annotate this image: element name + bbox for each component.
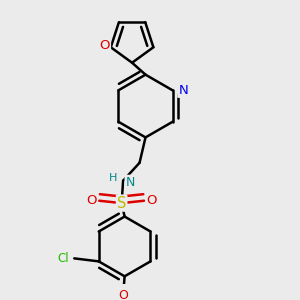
Text: Cl: Cl <box>57 252 69 265</box>
Text: N: N <box>178 84 188 97</box>
Text: O: O <box>100 39 110 52</box>
Text: O: O <box>118 289 128 300</box>
Text: S: S <box>117 196 126 211</box>
Text: N: N <box>125 176 135 189</box>
Text: O: O <box>86 194 97 207</box>
Text: O: O <box>146 194 157 207</box>
Text: H: H <box>110 173 118 183</box>
